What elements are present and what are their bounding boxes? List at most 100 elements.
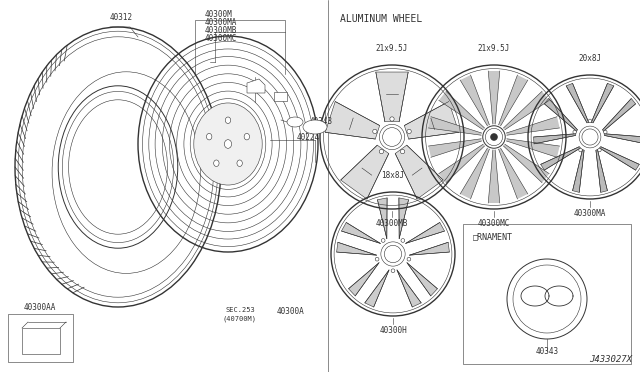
Polygon shape (397, 270, 421, 307)
Circle shape (579, 126, 601, 148)
Text: 18x8J: 18x8J (381, 171, 404, 180)
Circle shape (391, 269, 395, 273)
Ellipse shape (225, 140, 232, 148)
Polygon shape (406, 222, 445, 243)
Text: 40300MB: 40300MB (205, 26, 237, 35)
Polygon shape (499, 75, 528, 126)
Polygon shape (274, 92, 287, 101)
Text: 40343: 40343 (310, 118, 333, 126)
Text: (40700M): (40700M) (223, 315, 257, 321)
Polygon shape (349, 263, 379, 296)
Text: 40300M: 40300M (205, 10, 233, 19)
Polygon shape (342, 222, 380, 243)
Polygon shape (399, 198, 408, 239)
Text: 40343: 40343 (536, 347, 559, 356)
Ellipse shape (207, 134, 212, 140)
Ellipse shape (225, 117, 230, 124)
Polygon shape (603, 99, 636, 131)
Polygon shape (604, 134, 640, 144)
Polygon shape (534, 134, 576, 144)
Text: 40300AA: 40300AA (24, 302, 56, 311)
Polygon shape (596, 150, 607, 192)
Circle shape (381, 238, 385, 242)
Ellipse shape (244, 134, 250, 140)
Circle shape (407, 257, 411, 261)
Text: 20x8J: 20x8J (579, 54, 602, 63)
Ellipse shape (194, 103, 262, 185)
Circle shape (390, 117, 394, 121)
Circle shape (380, 150, 383, 154)
Polygon shape (325, 102, 380, 139)
Polygon shape (504, 92, 549, 130)
Text: 40312: 40312 (110, 13, 133, 22)
Polygon shape (541, 147, 580, 170)
Circle shape (483, 126, 505, 148)
Polygon shape (439, 144, 484, 183)
Circle shape (407, 129, 412, 134)
Polygon shape (566, 83, 589, 123)
Circle shape (380, 124, 404, 150)
Polygon shape (247, 79, 265, 93)
Polygon shape (340, 145, 388, 199)
Circle shape (598, 148, 601, 152)
Text: 40300MA: 40300MA (205, 18, 237, 27)
Polygon shape (506, 117, 559, 135)
Polygon shape (428, 139, 482, 157)
Polygon shape (439, 92, 484, 130)
Circle shape (604, 130, 607, 134)
Polygon shape (365, 270, 389, 307)
Bar (22, 328, 60, 354)
Circle shape (401, 238, 404, 242)
Circle shape (401, 150, 404, 154)
Polygon shape (499, 148, 528, 199)
Text: □RNAMENT: □RNAMENT (473, 232, 513, 241)
Polygon shape (506, 139, 559, 157)
Polygon shape (504, 144, 549, 183)
Circle shape (588, 119, 592, 123)
Text: 40224: 40224 (297, 132, 320, 141)
Polygon shape (573, 150, 584, 192)
Bar (463, 224, 631, 364)
Circle shape (582, 129, 598, 145)
Text: 40300MC: 40300MC (478, 219, 510, 228)
Circle shape (579, 148, 582, 152)
Polygon shape (410, 242, 449, 255)
Circle shape (381, 242, 405, 266)
Polygon shape (488, 71, 500, 124)
Text: 40300MC: 40300MC (205, 34, 237, 43)
Polygon shape (337, 242, 376, 255)
Polygon shape (545, 99, 577, 131)
Polygon shape (404, 102, 459, 139)
Polygon shape (378, 198, 387, 239)
Text: 21x9.5J: 21x9.5J (376, 44, 408, 53)
Polygon shape (460, 75, 490, 126)
Text: ALUMINUM WHEEL: ALUMINUM WHEEL (340, 14, 422, 24)
Polygon shape (376, 72, 408, 122)
Text: 40300MA: 40300MA (574, 209, 606, 218)
Circle shape (490, 134, 497, 141)
Circle shape (383, 128, 401, 146)
Text: SEC.253: SEC.253 (225, 307, 255, 313)
Circle shape (375, 257, 379, 261)
Circle shape (372, 129, 377, 134)
Polygon shape (600, 147, 639, 170)
Text: 21x9.5J: 21x9.5J (478, 44, 510, 53)
Text: J433027X: J433027X (589, 355, 632, 364)
Ellipse shape (287, 117, 303, 127)
Text: 40300A: 40300A (277, 307, 305, 316)
Text: 40300MB: 40300MB (376, 219, 408, 228)
Circle shape (485, 128, 502, 146)
Ellipse shape (303, 120, 327, 134)
Polygon shape (591, 83, 614, 123)
Polygon shape (460, 148, 490, 199)
Polygon shape (428, 117, 482, 135)
Text: 40300H: 40300H (379, 326, 407, 335)
Ellipse shape (237, 160, 243, 166)
Polygon shape (407, 263, 438, 296)
Circle shape (573, 130, 577, 134)
Polygon shape (396, 145, 444, 199)
Circle shape (384, 245, 402, 263)
Polygon shape (488, 150, 500, 203)
Ellipse shape (214, 160, 219, 166)
Bar (8, 314, 73, 362)
